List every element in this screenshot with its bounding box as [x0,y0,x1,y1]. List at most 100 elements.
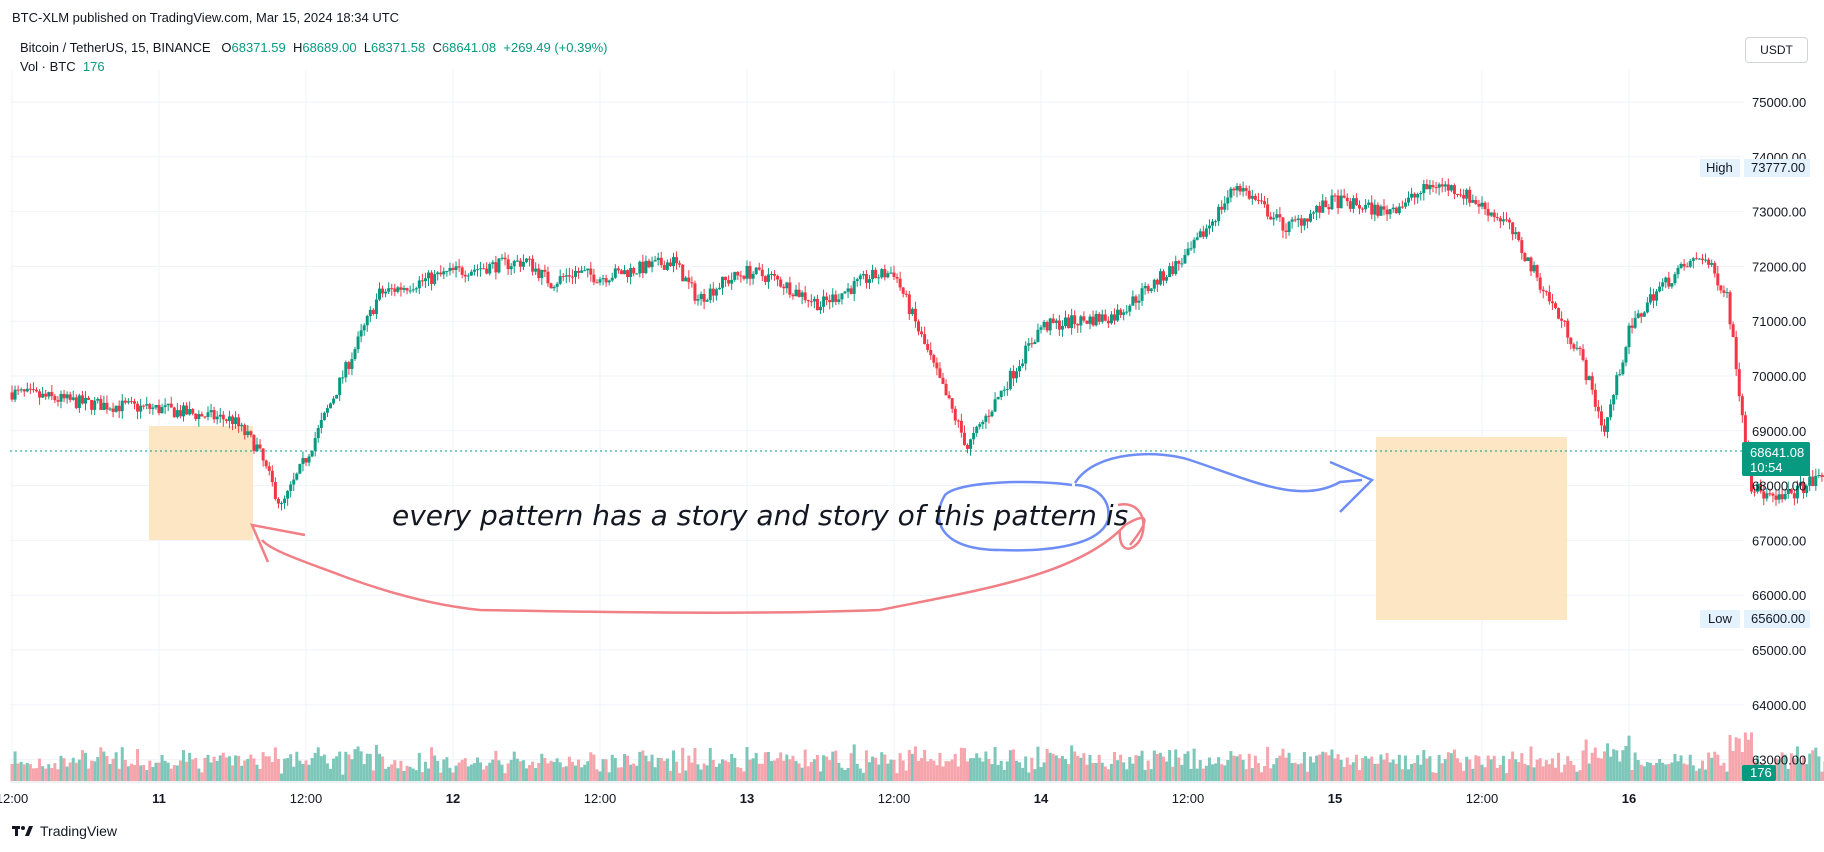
volume-bar [1498,764,1502,781]
candle-body [785,282,789,289]
candle-body [1100,314,1104,322]
volume-bar [959,747,963,781]
footer-brand[interactable]: TradingView [40,823,118,839]
candle-body [1452,185,1456,194]
candle-body [1351,198,1355,209]
volume-bar [534,768,538,781]
candle-body [286,490,290,499]
volume-bar [1719,765,1723,781]
candle-body [1235,186,1239,191]
candle-body [1550,301,1554,304]
volume-bar [1593,747,1597,781]
volume-label[interactable]: Vol · BTC [20,59,76,74]
candle-body [635,273,639,275]
symbol-label[interactable]: Bitcoin / TetherUS, 15, BINANCE [20,40,211,55]
candle-body [1076,324,1080,326]
candle-body [570,276,574,278]
candle-body [791,294,795,297]
volume-bar [258,768,262,781]
candle-body [1569,337,1573,345]
candle-body [880,269,884,278]
volume-bar [831,751,835,781]
price-tick-label: 64000.00 [1752,698,1806,713]
candle-body [215,416,219,420]
volume-bar [1195,768,1199,781]
volume-bar [956,766,960,781]
candle-body [142,405,146,407]
candle-body [1603,425,1606,432]
volume-bar [1094,763,1098,781]
volume-bar [1645,762,1649,781]
volume-bar [246,758,250,781]
volume-bar [938,752,942,781]
candle-body [105,402,109,410]
candle-body [436,272,440,275]
candle-body [1189,248,1193,250]
volume-bar [194,758,198,781]
candle-body [1759,483,1763,492]
volume-bar [1333,758,1337,781]
candle-body [895,276,899,279]
volume-bar [1440,763,1444,781]
candle-body [1195,237,1199,240]
candle-body [1820,474,1824,477]
currency-button[interactable]: USDT [1745,37,1808,63]
candle-body [50,392,54,397]
candle-body [1327,207,1331,210]
candle-body [1152,279,1156,289]
volume-bar [417,752,421,781]
volume-bar [105,756,109,781]
volume-bar [1232,755,1236,781]
time-tick-label: 12:00 [1466,791,1499,806]
candle-body [822,296,826,307]
candle-body [1713,263,1717,274]
volume-bar [142,764,146,781]
candle-body [984,415,988,422]
candle-body [1633,317,1637,328]
candle-body [1232,188,1236,191]
volume-bar [1676,761,1680,781]
candle-body [941,377,945,384]
candle-body [191,409,195,414]
volume-bar [1679,755,1683,781]
candle-body [252,435,256,451]
volume-bar [1538,758,1542,781]
price-tick-label: 71000.00 [1752,314,1806,329]
volume-bar [1572,765,1576,781]
volume-bar [981,761,985,781]
volume-bar [19,761,23,781]
volume-bar [935,765,939,781]
candle-body [270,470,274,483]
volume-bar [1339,759,1343,781]
candle-body [1024,345,1028,364]
candle-body [932,355,936,363]
volume-bar [874,757,878,781]
candle-body [1158,271,1162,285]
volume-bar [148,760,152,781]
volume-bar [708,748,712,781]
volume-bar [1143,769,1147,781]
volume-bar [371,770,375,781]
volume-bar [904,770,908,781]
candle-body [99,398,103,410]
candle-body [1688,260,1692,267]
candle-body [509,266,513,270]
volume-bar [163,760,167,781]
high-label: H [292,40,303,55]
volume-bar [776,758,780,781]
candle-body [1740,396,1744,416]
volume-bar [1811,750,1815,781]
volume-bar [264,756,268,781]
candle-body [877,277,881,279]
candle-body [1446,184,1450,191]
candle-body [289,484,293,491]
volume-bar [175,765,179,781]
volume-bar [999,760,1003,781]
candle-body [1345,197,1349,202]
candle-body [1789,489,1793,494]
volume-bar [1541,766,1545,781]
candle-body [1364,204,1368,210]
volume-bar [1220,764,1224,781]
volume-bar [739,767,743,781]
